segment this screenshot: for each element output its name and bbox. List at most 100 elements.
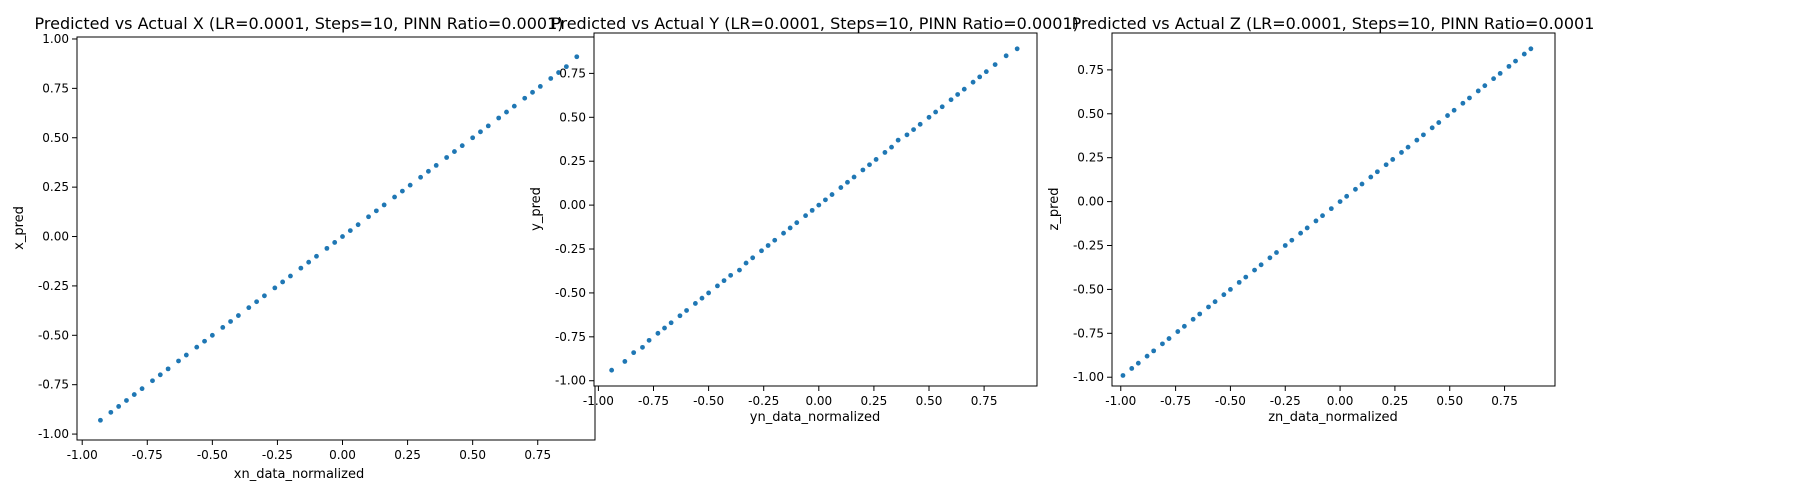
scatter-point [1304, 225, 1310, 231]
scatter-point [823, 197, 828, 203]
scatter-point [983, 69, 989, 75]
scatter-point [176, 358, 181, 364]
panel-x: Predicted vs Actual X (LR=0.0001, Steps=… [12, 14, 596, 482]
scatter-point [765, 243, 771, 248]
scatter-point [631, 350, 637, 356]
scatter-point [1175, 329, 1181, 334]
scatter-point [116, 404, 122, 409]
scatter-point [373, 208, 379, 214]
scatter-point [1467, 95, 1472, 101]
scatter-point [504, 109, 509, 115]
scatter-point [1460, 100, 1466, 106]
scatter-point [655, 330, 661, 336]
y-tick-label: -1.00 [38, 427, 69, 441]
scatter-point [759, 248, 764, 254]
scatter-point [1521, 51, 1527, 57]
scatter-point [750, 255, 756, 261]
scatter-point [314, 253, 319, 259]
x-tick-label: -1.00 [583, 394, 614, 408]
scatter-point [970, 79, 976, 85]
scatter-point [340, 234, 345, 239]
x-tick-label: -0.25 [748, 394, 779, 408]
panel-y-title: Predicted vs Actual Y (LR=0.0001, Steps=… [551, 14, 1079, 33]
scatter-point [794, 220, 800, 226]
panel-y-plot-area [593, 32, 1038, 387]
scatter-point [355, 222, 361, 228]
scatter-point [803, 213, 808, 219]
scatter-point [444, 155, 450, 160]
y-tick-label: 0.50 [1077, 107, 1104, 121]
scatter-point [1491, 76, 1496, 82]
y-tick-label: 0.50 [559, 110, 586, 124]
scatter-point [1151, 348, 1157, 354]
scatter-point [426, 168, 431, 174]
scatter-point [157, 372, 163, 378]
scatter-point [537, 83, 543, 89]
y-tick-label: -0.75 [1073, 326, 1104, 340]
scatter-point [220, 324, 226, 330]
panel-x-yticks: -1.00 -0.75 -0.50 -0.25 0.00 0.25 0.50 0.75 1.00 [38, 32, 77, 441]
scatter-point [948, 97, 954, 103]
y-tick-label: 0.25 [559, 154, 586, 168]
scatter-point [882, 150, 888, 155]
scatter-point [662, 325, 667, 331]
scatter-point [961, 86, 967, 92]
scatter-point [1212, 299, 1218, 305]
scatter-point [1445, 113, 1450, 118]
scatter-point [668, 320, 674, 326]
scatter-point [98, 417, 103, 423]
x-tick-label: -1.00 [67, 448, 98, 462]
scatter-point [1206, 304, 1211, 310]
scatter-point [917, 121, 923, 127]
scatter-point [522, 95, 528, 101]
panel-z-title: Predicted vs Actual Z (LR=0.0001, Steps=… [1072, 14, 1595, 33]
panel-y-xticks: -1.00 -0.75 -0.50 -0.25 0.00 0.25 0.50 0.75 [583, 386, 997, 408]
scatter-point [787, 225, 793, 231]
x-tick-label: 0.00 [329, 448, 356, 462]
scatter-point [202, 338, 207, 344]
x-tick-label: 0.75 [1491, 394, 1518, 408]
panel-x-ylabel: x_pred [12, 206, 27, 250]
scatter-point [1390, 157, 1396, 162]
y-tick-label: -0.50 [1073, 282, 1104, 296]
scatter-point [1313, 218, 1319, 224]
scatter-point [860, 167, 866, 173]
scatter-point [262, 293, 267, 299]
y-tick-label: -0.75 [555, 330, 586, 344]
scatter-point [1475, 88, 1481, 94]
scatter-point [108, 409, 114, 415]
panel-z: Predicted vs Actual Z (LR=0.0001, Steps=… [1047, 14, 1594, 425]
scatter-point [1482, 83, 1488, 89]
scatter-point [407, 182, 413, 188]
scatter-point [1181, 323, 1187, 329]
scatter-point [1513, 58, 1518, 64]
scatter-point [1289, 237, 1295, 243]
scatter-point [692, 301, 698, 306]
scatter-point [246, 305, 252, 311]
y-tick-label: -0.25 [1073, 239, 1104, 253]
y-tick-label: 0.25 [1077, 151, 1104, 165]
scatter-point [1221, 292, 1227, 298]
scatter-point [228, 319, 233, 324]
scatter-point [139, 386, 145, 392]
panel-x-title: Predicted vs Actual X (LR=0.0001, Steps=… [35, 14, 564, 33]
scatter-point [1228, 287, 1233, 292]
scatter-point [1252, 267, 1257, 273]
y-tick-label: 0.00 [1077, 195, 1104, 209]
scatter-point [1190, 316, 1196, 322]
scatter-point [955, 92, 961, 97]
x-tick-label: -1.00 [1105, 394, 1136, 408]
y-tick-label: 1.00 [42, 32, 69, 46]
scatter-point [324, 245, 330, 251]
scatter-point [418, 174, 423, 180]
scatter-point [1236, 279, 1242, 285]
scatter-point [131, 392, 137, 397]
y-tick-label: -0.50 [555, 286, 586, 300]
scatter-point [235, 313, 241, 318]
x-tick-label: 0.75 [524, 448, 551, 462]
x-tick-label: 0.00 [1327, 394, 1354, 408]
scatter-point [530, 89, 535, 95]
scatter-point [1353, 186, 1358, 192]
scatter-point [1451, 107, 1457, 113]
